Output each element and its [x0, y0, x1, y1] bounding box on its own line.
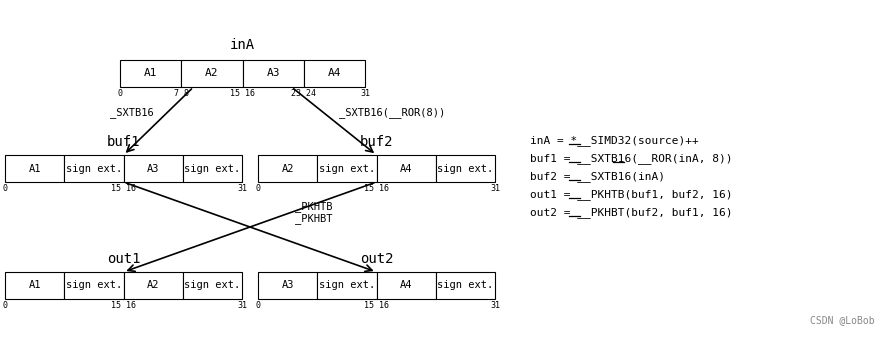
- Bar: [181, 60, 242, 87]
- Text: 15 16: 15 16: [364, 301, 389, 310]
- Text: 0: 0: [118, 89, 123, 98]
- Text: A3: A3: [147, 163, 159, 174]
- Text: _SXTB16(__ROR(8)): _SXTB16(__ROR(8)): [339, 108, 446, 118]
- Text: 0: 0: [3, 184, 7, 193]
- Text: _PKHBT: _PKHBT: [295, 214, 332, 224]
- Text: sign ext.: sign ext.: [438, 163, 493, 174]
- Text: 31: 31: [237, 301, 247, 310]
- Text: inA = *__SIMD32(source)++: inA = *__SIMD32(source)++: [530, 135, 698, 146]
- Text: 0: 0: [255, 301, 261, 310]
- Text: 15 16: 15 16: [111, 184, 136, 193]
- Bar: [5, 272, 65, 299]
- Text: sign ext.: sign ext.: [184, 163, 240, 174]
- Text: A2: A2: [281, 163, 293, 174]
- Text: 0: 0: [255, 184, 261, 193]
- Text: out1: out1: [107, 252, 141, 266]
- Text: out2 = __PKHBT(buf2, buf1, 16): out2 = __PKHBT(buf2, buf1, 16): [530, 207, 733, 218]
- Bar: [124, 272, 183, 299]
- Text: out1 = __PKHTB(buf1, buf2, 16): out1 = __PKHTB(buf1, buf2, 16): [530, 189, 733, 200]
- Bar: [65, 155, 124, 182]
- Text: 31: 31: [490, 301, 500, 310]
- Text: A4: A4: [400, 280, 412, 290]
- Bar: [304, 60, 365, 87]
- Text: A3: A3: [266, 68, 280, 79]
- Bar: [242, 60, 304, 87]
- Text: A2: A2: [147, 280, 159, 290]
- Text: 31: 31: [237, 184, 247, 193]
- Bar: [258, 272, 317, 299]
- Text: A4: A4: [328, 68, 341, 79]
- Bar: [258, 155, 317, 182]
- Text: buf1 = __SXTB16(__ROR(inA, 8)): buf1 = __SXTB16(__ROR(inA, 8)): [530, 153, 733, 164]
- Text: buf1: buf1: [107, 135, 141, 149]
- Bar: [65, 272, 124, 299]
- Bar: [377, 155, 436, 182]
- Text: sign ext.: sign ext.: [438, 280, 493, 290]
- Text: _SXTB16: _SXTB16: [110, 108, 154, 118]
- Text: A1: A1: [28, 280, 41, 290]
- Bar: [183, 272, 242, 299]
- Text: sign ext.: sign ext.: [319, 163, 375, 174]
- Bar: [124, 155, 183, 182]
- Text: 15 16: 15 16: [230, 89, 255, 98]
- Bar: [183, 155, 242, 182]
- Text: A1: A1: [28, 163, 41, 174]
- Bar: [317, 272, 377, 299]
- Bar: [436, 272, 495, 299]
- Bar: [5, 155, 65, 182]
- Bar: [317, 155, 377, 182]
- Text: A2: A2: [205, 68, 218, 79]
- Text: A1: A1: [144, 68, 157, 79]
- Text: sign ext.: sign ext.: [65, 280, 122, 290]
- Text: A3: A3: [281, 280, 293, 290]
- Text: 0: 0: [3, 301, 7, 310]
- Text: A4: A4: [400, 163, 412, 174]
- Text: 31: 31: [490, 184, 500, 193]
- Bar: [436, 155, 495, 182]
- Text: inA: inA: [230, 38, 255, 52]
- Bar: [377, 272, 436, 299]
- Text: 7 8: 7 8: [174, 89, 189, 98]
- Text: sign ext.: sign ext.: [65, 163, 122, 174]
- Text: 23 24: 23 24: [291, 89, 316, 98]
- Bar: [120, 60, 181, 87]
- Text: 31: 31: [360, 89, 370, 98]
- Text: _PKHTB: _PKHTB: [295, 202, 332, 212]
- Text: 15 16: 15 16: [364, 184, 389, 193]
- Text: sign ext.: sign ext.: [184, 280, 240, 290]
- Text: buf2: buf2: [360, 135, 393, 149]
- Text: sign ext.: sign ext.: [319, 280, 375, 290]
- Text: buf2 = __SXTB16(inA): buf2 = __SXTB16(inA): [530, 171, 665, 182]
- Text: out2: out2: [360, 252, 393, 266]
- Text: CSDN @LoBob: CSDN @LoBob: [811, 315, 875, 325]
- Text: 15 16: 15 16: [111, 301, 136, 310]
